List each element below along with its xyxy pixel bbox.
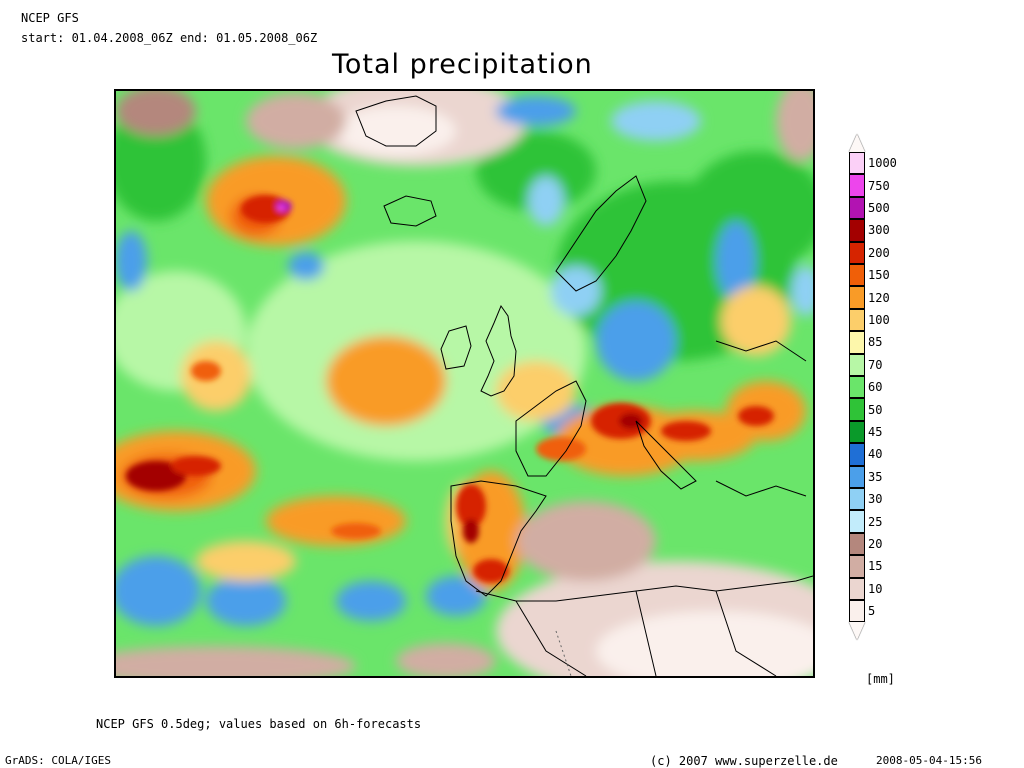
colorbar-swatch-45 (849, 420, 865, 444)
colorbar-label-60: 60 (868, 380, 883, 395)
colorbar-label-40: 40 (868, 447, 883, 462)
france-outline (515, 380, 587, 477)
colorbar-swatch-750 (849, 174, 865, 197)
colorbar-swatch-85 (849, 331, 865, 354)
precip-peaks (126, 195, 774, 583)
colorbar-swatch-15 (849, 555, 865, 578)
colorbar-swatch-70 (849, 353, 865, 376)
unit-label: [mm] (866, 672, 895, 686)
ireland-outline (440, 325, 472, 370)
colorbar-swatch-300 (849, 219, 865, 242)
coastlines (355, 95, 813, 676)
great-britain-outline (480, 304, 517, 397)
colorbar-swatch-25 (849, 510, 865, 533)
colorbar-swatch-50 (849, 398, 865, 421)
timestamp: 2008-05-04-15:56 (876, 754, 982, 767)
period-label: start: 01.04.2008_06Z end: 01.05.2008_06… (21, 31, 318, 45)
software-credit: GrADS: COLA/IGES (5, 754, 111, 767)
precip-shading (116, 91, 813, 676)
colorbar-label-5: 5 (868, 604, 876, 619)
model-label: NCEP GFS (21, 11, 79, 25)
scandinavia-outline (555, 175, 647, 292)
iberia-outline (450, 480, 547, 597)
colorbar-label-200: 200 (868, 245, 890, 260)
footnote: NCEP GFS 0.5deg; values based on 6h-fore… (96, 717, 422, 731)
colorbar: 1000 750 500 300 200 150 120 100 85 70 60 50 45 40 35 3… (846, 134, 906, 641)
greenland-tip-outline (355, 95, 437, 147)
colorbar-label-85: 85 (868, 335, 883, 350)
colorbar-label-300: 300 (868, 223, 890, 238)
plot-title: Total precipitation (332, 49, 593, 80)
africa-borders (515, 590, 777, 676)
colorbar-top-cap (849, 134, 865, 152)
colorbar-swatch-5 (849, 600, 865, 623)
copyright: (c) 2007 www.superzelle.de (650, 754, 838, 768)
colorbar-label-50: 50 (868, 402, 883, 417)
colorbar-label-70: 70 (868, 357, 883, 372)
colorbar-label-10: 10 (868, 581, 883, 596)
iceland-outline (383, 195, 437, 227)
colorbar-bottom-cap (849, 622, 865, 641)
colorbar-swatch-150 (849, 264, 865, 287)
colorbar-label-120: 120 (868, 290, 890, 305)
eastern-europe-borders (715, 340, 807, 497)
colorbar-label-25: 25 (868, 514, 883, 529)
colorbar-label-30: 30 (868, 492, 883, 507)
colorbar-label-100: 100 (868, 313, 890, 327)
italy-outline (635, 420, 697, 490)
colorbar-swatch-20 (849, 532, 865, 556)
colorbar-label-35: 35 (868, 469, 883, 484)
colorbar-swatch-120 (849, 286, 865, 309)
precipitation-field (116, 91, 813, 676)
colorbar-label-1000: 1000 (868, 156, 897, 171)
colorbar-swatch-10 (849, 577, 865, 600)
colorbar-swatch-35 (849, 465, 865, 488)
precipitation-map (114, 89, 815, 678)
north-africa-coast (475, 575, 813, 602)
colorbar-label-750: 750 (868, 178, 890, 193)
colorbar-label-500: 500 (868, 201, 890, 215)
colorbar-label-15: 15 (868, 559, 883, 574)
colorbar-label-20: 20 (868, 537, 883, 551)
colorbar-swatch-500 (849, 196, 865, 220)
colorbar-label-45: 45 (868, 425, 883, 439)
colorbar-swatch-100 (849, 308, 865, 332)
colorbar-swatch-30 (849, 488, 865, 511)
colorbar-swatch-40 (849, 443, 865, 466)
colorbar-swatch-1000 (849, 152, 865, 175)
colorbar-swatch-200 (849, 241, 865, 264)
colorbar-label-150: 150 (868, 268, 890, 283)
colorbar-swatch-60 (849, 376, 865, 399)
